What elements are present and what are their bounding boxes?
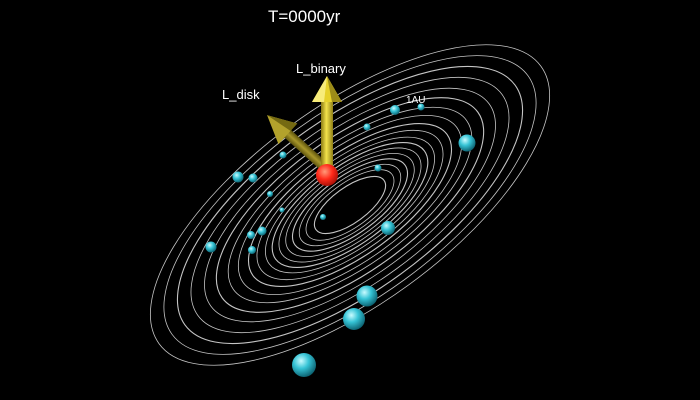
planet: [363, 123, 371, 131]
orbit-ring: [176, 65, 524, 345]
l-binary-label: L_binary: [296, 61, 346, 76]
planet: [458, 134, 476, 152]
planet: [248, 246, 256, 254]
l-binary-vector: [312, 76, 342, 170]
orbit-ring: [298, 163, 402, 247]
orbit-ring: [190, 76, 510, 334]
planet: [356, 285, 378, 307]
planet: [279, 207, 285, 213]
time-label: T=0000yr: [268, 7, 341, 26]
planet: [257, 226, 267, 236]
planet: [232, 171, 244, 183]
planet: [320, 214, 326, 220]
planet: [374, 164, 382, 172]
planet: [390, 105, 400, 115]
planets: [205, 103, 476, 377]
planet: [247, 231, 255, 239]
planet: [248, 173, 258, 183]
au-marker-label: 1AU: [406, 95, 426, 106]
planet: [279, 151, 287, 159]
central-star: [316, 164, 338, 186]
planet: [381, 221, 395, 235]
orbit-ring: [313, 175, 387, 235]
orbit-ring: [163, 55, 537, 355]
orbit-ring: [247, 122, 453, 288]
orbit-rings: [149, 44, 551, 366]
planet: [205, 241, 217, 253]
planet: [343, 308, 365, 330]
orbit-ring: [291, 158, 409, 252]
orbit-ring: [305, 169, 395, 241]
l-disk-label: L_disk: [222, 87, 260, 102]
planet: [417, 103, 425, 111]
planet: [292, 353, 316, 377]
planet: [267, 191, 273, 197]
orbit-ring: [149, 44, 551, 366]
l-disk-vector: [267, 115, 332, 174]
